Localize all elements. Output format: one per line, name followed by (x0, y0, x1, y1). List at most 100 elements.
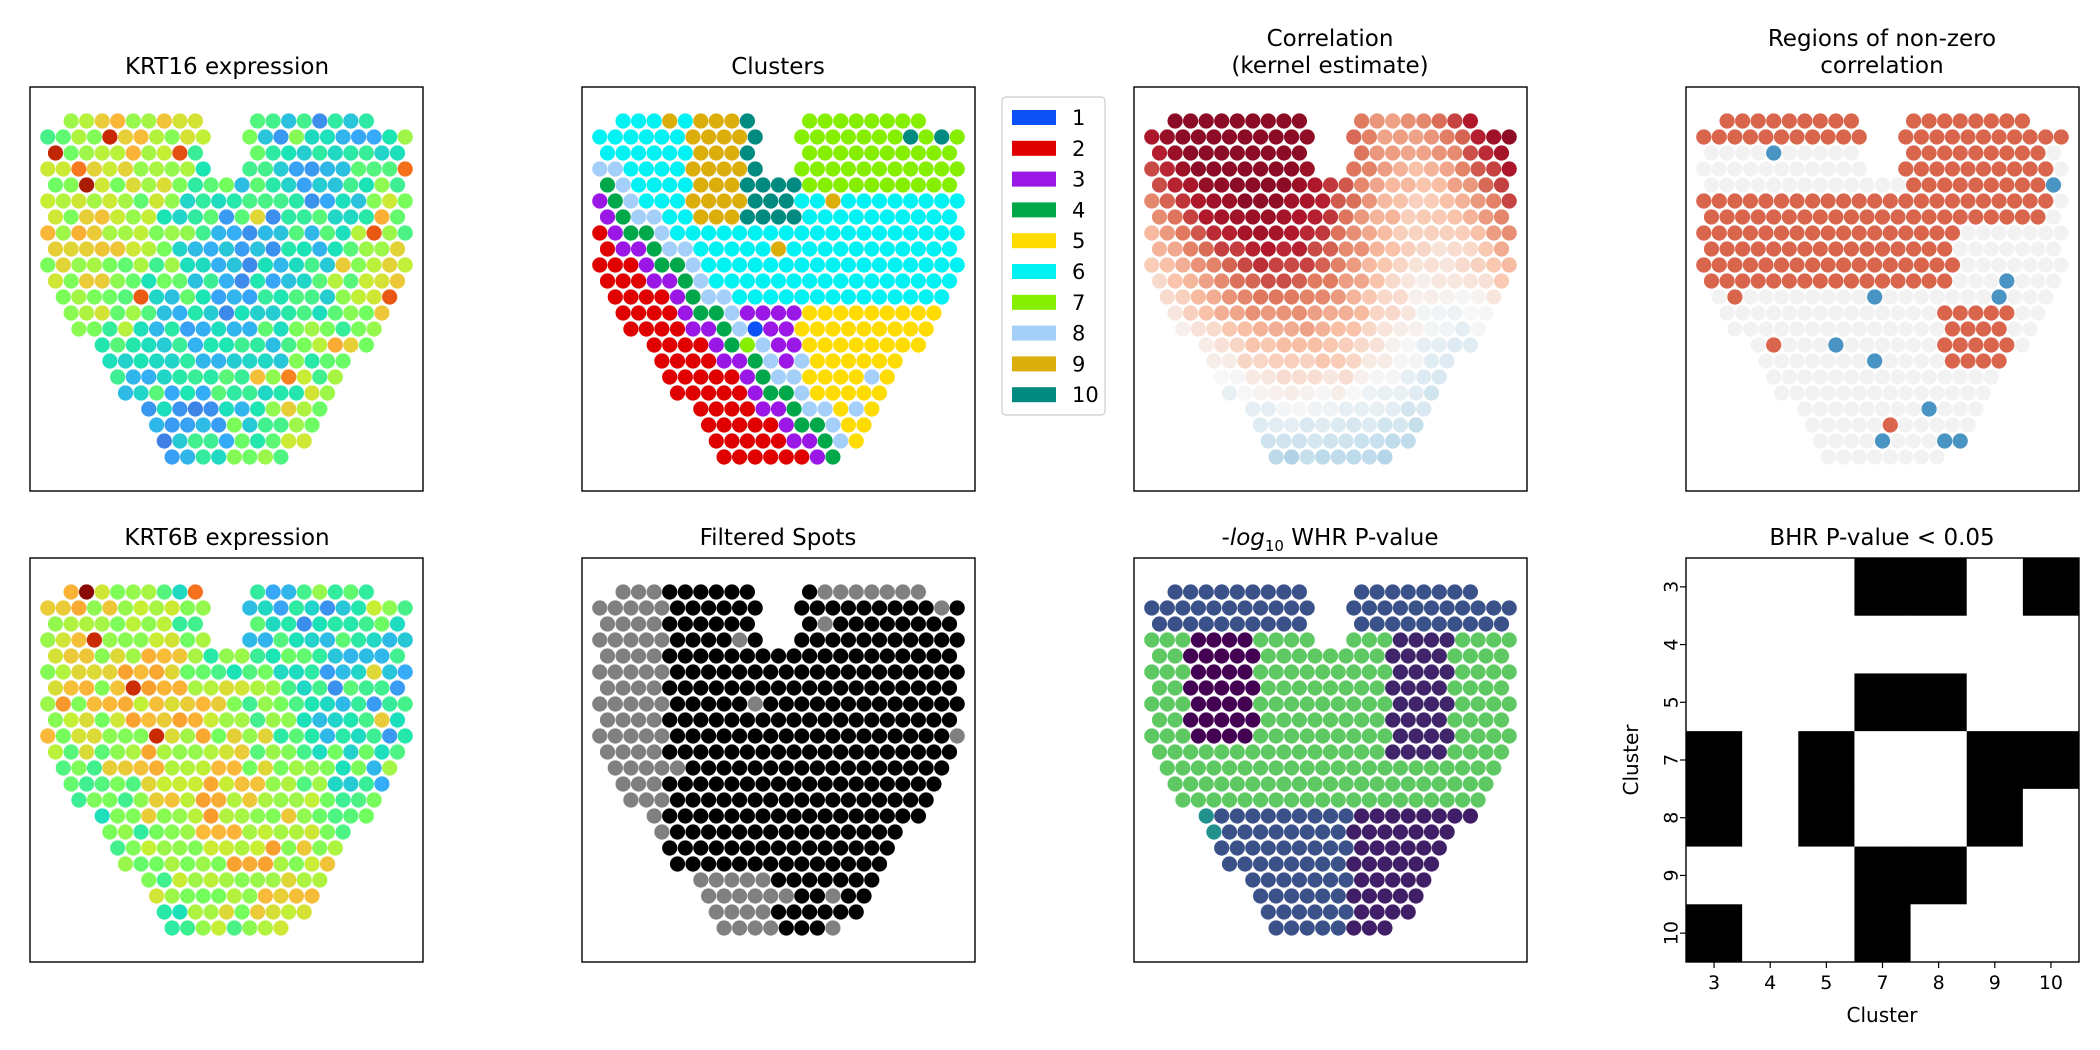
spot (770, 369, 787, 385)
spot (887, 225, 903, 241)
spot (941, 616, 958, 632)
spot (1719, 273, 1735, 289)
spot (1338, 337, 1354, 353)
spot (1299, 760, 1315, 776)
heatmap-cell (2022, 846, 2080, 905)
spot (662, 369, 678, 385)
panel-krt16: KRT16 expression (29, 54, 424, 492)
spot (1906, 209, 1922, 225)
spot (1299, 632, 1315, 648)
spot (669, 696, 686, 712)
heatmap-cell (1686, 731, 1743, 790)
spot (1299, 888, 1315, 904)
spot (708, 337, 724, 353)
spot (1742, 225, 1758, 241)
spot (1836, 193, 1852, 209)
spot (848, 872, 864, 888)
spot (55, 696, 71, 712)
spot (817, 584, 833, 600)
spot (1999, 145, 2015, 161)
spot (1330, 449, 1346, 465)
spot (1338, 305, 1354, 321)
spot (825, 129, 841, 145)
spot (242, 664, 258, 680)
spot (1268, 696, 1284, 712)
spot (592, 600, 608, 616)
spot (879, 744, 895, 760)
spot (1711, 129, 1727, 145)
spot (794, 760, 810, 776)
spot (623, 632, 639, 648)
spot (234, 744, 250, 760)
spot (117, 792, 134, 808)
spot (110, 840, 126, 856)
spot (2038, 161, 2054, 177)
spot (763, 888, 779, 904)
spot (265, 840, 281, 856)
spot (1766, 241, 1782, 257)
spot (1299, 600, 1315, 616)
spot (1291, 337, 1307, 353)
spot (102, 792, 118, 808)
spot (825, 664, 841, 680)
spot (848, 433, 864, 449)
spot (1307, 680, 1323, 696)
spot (770, 808, 787, 824)
legend-swatch-2 (1012, 140, 1056, 156)
spot (1952, 433, 1968, 449)
spot (864, 680, 880, 696)
spot (203, 337, 219, 353)
spot (1439, 760, 1455, 776)
spot (1361, 664, 1377, 680)
spot (1245, 145, 1261, 161)
spot (2038, 225, 2054, 241)
spot (273, 353, 289, 369)
spot (110, 584, 126, 600)
spot (840, 696, 857, 712)
spot (1999, 177, 2015, 193)
spot (1260, 369, 1276, 385)
spot (141, 241, 157, 257)
spot (1937, 433, 1953, 449)
spot (1338, 241, 1354, 257)
spot (747, 760, 763, 776)
spot (1268, 856, 1284, 872)
spot (716, 353, 732, 369)
spot (1346, 129, 1362, 145)
spot (607, 289, 623, 305)
spot (1159, 760, 1175, 776)
spot (250, 840, 266, 856)
spot (708, 305, 724, 321)
spot (1501, 193, 1517, 209)
spot (631, 744, 647, 760)
spot (1874, 369, 1891, 385)
spot (1952, 113, 1968, 129)
spot (1237, 760, 1253, 776)
krt6b-title: KRT6B expression (124, 525, 329, 551)
spot (623, 193, 639, 209)
spot (358, 305, 374, 321)
spot (1346, 193, 1362, 209)
spot (887, 193, 903, 209)
spot (646, 337, 662, 353)
spot (1400, 776, 1416, 792)
spot (910, 712, 927, 728)
spot (1315, 728, 1331, 744)
spot (273, 600, 289, 616)
spot (1291, 401, 1307, 417)
spot (195, 193, 211, 209)
spot (164, 193, 180, 209)
spot (1750, 145, 1766, 161)
spot (903, 129, 919, 145)
spot (141, 113, 157, 129)
spot (607, 632, 623, 648)
spot (234, 680, 250, 696)
spot (1330, 664, 1346, 680)
spot (1322, 337, 1339, 353)
spot (1369, 776, 1385, 792)
spot (133, 129, 149, 145)
spot (662, 712, 678, 728)
spot (833, 840, 849, 856)
spot (685, 257, 701, 273)
